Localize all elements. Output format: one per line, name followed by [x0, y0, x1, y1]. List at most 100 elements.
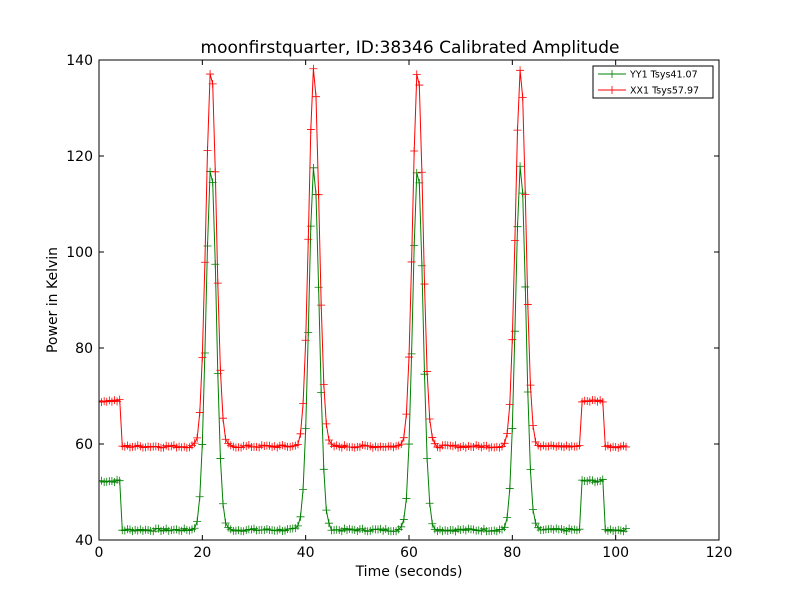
y-tick-label: 140: [66, 53, 93, 69]
data-point: [301, 424, 310, 433]
data-point: [322, 419, 331, 428]
data-point: [598, 397, 607, 406]
chart-title: moonfirstquarter, ID:38346 Calibrated Am…: [201, 38, 620, 58]
data-point: [415, 81, 424, 90]
data-point: [405, 353, 413, 362]
data-point: [304, 235, 313, 244]
data-point: [575, 525, 584, 534]
data-point: [296, 429, 305, 438]
x-tick-label: 20: [193, 545, 211, 561]
legend-marker: [608, 86, 616, 94]
data-point: [526, 465, 535, 474]
data-point: [317, 301, 326, 310]
plot-data-area: [99, 64, 630, 536]
y-tick-label: 80: [75, 341, 93, 357]
x-tick-label: 120: [706, 545, 733, 561]
series-0: [99, 162, 630, 536]
data-point: [417, 168, 426, 177]
data-point: [115, 395, 124, 404]
data-point: [402, 410, 411, 419]
data-point: [423, 367, 432, 376]
data-point: [518, 93, 527, 102]
data-point: [402, 494, 411, 503]
data-point: [293, 521, 302, 530]
data-point: [213, 279, 222, 288]
data-point: [198, 440, 207, 449]
data-point: [211, 167, 220, 176]
series-line: [99, 166, 627, 532]
data-point: [322, 506, 331, 515]
data-point: [529, 421, 537, 430]
data-point: [399, 515, 408, 524]
data-point: [407, 257, 416, 266]
x-tick-label: 0: [95, 545, 104, 561]
data-point: [405, 440, 413, 449]
data-point: [410, 147, 419, 156]
y-tick-label: 100: [66, 245, 93, 261]
data-point: [195, 408, 204, 417]
data-point: [508, 424, 517, 433]
data-point: [412, 70, 421, 79]
data-point: [503, 429, 512, 438]
data-point: [115, 476, 124, 485]
legend-label: XX1 Tsys57.97: [630, 86, 699, 97]
data-point: [203, 146, 212, 155]
data-point: [221, 518, 230, 527]
legend: YY1 Tsys41.07 XX1 Tsys57.97: [592, 65, 714, 99]
data-point: [306, 125, 315, 134]
data-point: [420, 280, 429, 289]
data-point: [324, 519, 333, 528]
legend-marker: [608, 70, 616, 78]
data-point: [314, 190, 323, 199]
data-point: [598, 475, 607, 484]
data-point: [193, 433, 202, 442]
data-point: [190, 439, 199, 448]
y-axis-label: Power in Kelvin: [45, 247, 61, 353]
data-point: [208, 79, 217, 88]
data-point: [195, 492, 204, 501]
data-point: [309, 163, 318, 172]
data-point: [314, 283, 323, 292]
data-point: [425, 414, 434, 423]
data-point: [417, 261, 426, 270]
x-tick-label: 100: [602, 545, 629, 561]
legend-box: [592, 65, 714, 99]
data-point: [309, 64, 318, 73]
data-point: [200, 258, 209, 267]
data-point: [622, 524, 630, 533]
x-axis-label: Time (seconds): [355, 564, 463, 580]
data-point: [296, 512, 305, 521]
data-point: [531, 519, 540, 528]
legend-label: YY1 Tsys41.07: [629, 70, 698, 81]
data-point: [312, 92, 320, 101]
data-point: [510, 236, 519, 245]
y-tick-label: 120: [66, 149, 93, 165]
data-point: [193, 517, 202, 526]
data-point: [575, 441, 584, 450]
data-point: [516, 162, 525, 171]
data-point: [221, 435, 230, 444]
x-tick-label: 40: [297, 545, 315, 561]
data-point: [301, 336, 310, 345]
data-point: [500, 439, 509, 448]
data-point: [198, 353, 207, 362]
x-tick-label: 60: [400, 545, 418, 561]
data-point: [423, 454, 432, 463]
data-point: [216, 366, 225, 375]
data-point: [319, 380, 328, 389]
data-point: [410, 241, 419, 250]
data-point: [399, 433, 408, 442]
data-point: [211, 260, 220, 269]
data-point: [526, 381, 535, 390]
data-point: [425, 499, 434, 508]
data-point: [299, 485, 308, 494]
series-line: [99, 68, 627, 449]
y-tick-label: 40: [75, 533, 93, 549]
data-point: [508, 335, 517, 344]
data-point: [428, 433, 437, 442]
y-tick-label: 60: [75, 437, 93, 453]
data-point: [503, 513, 512, 522]
data-point: [428, 519, 437, 528]
data-point: [521, 282, 530, 291]
